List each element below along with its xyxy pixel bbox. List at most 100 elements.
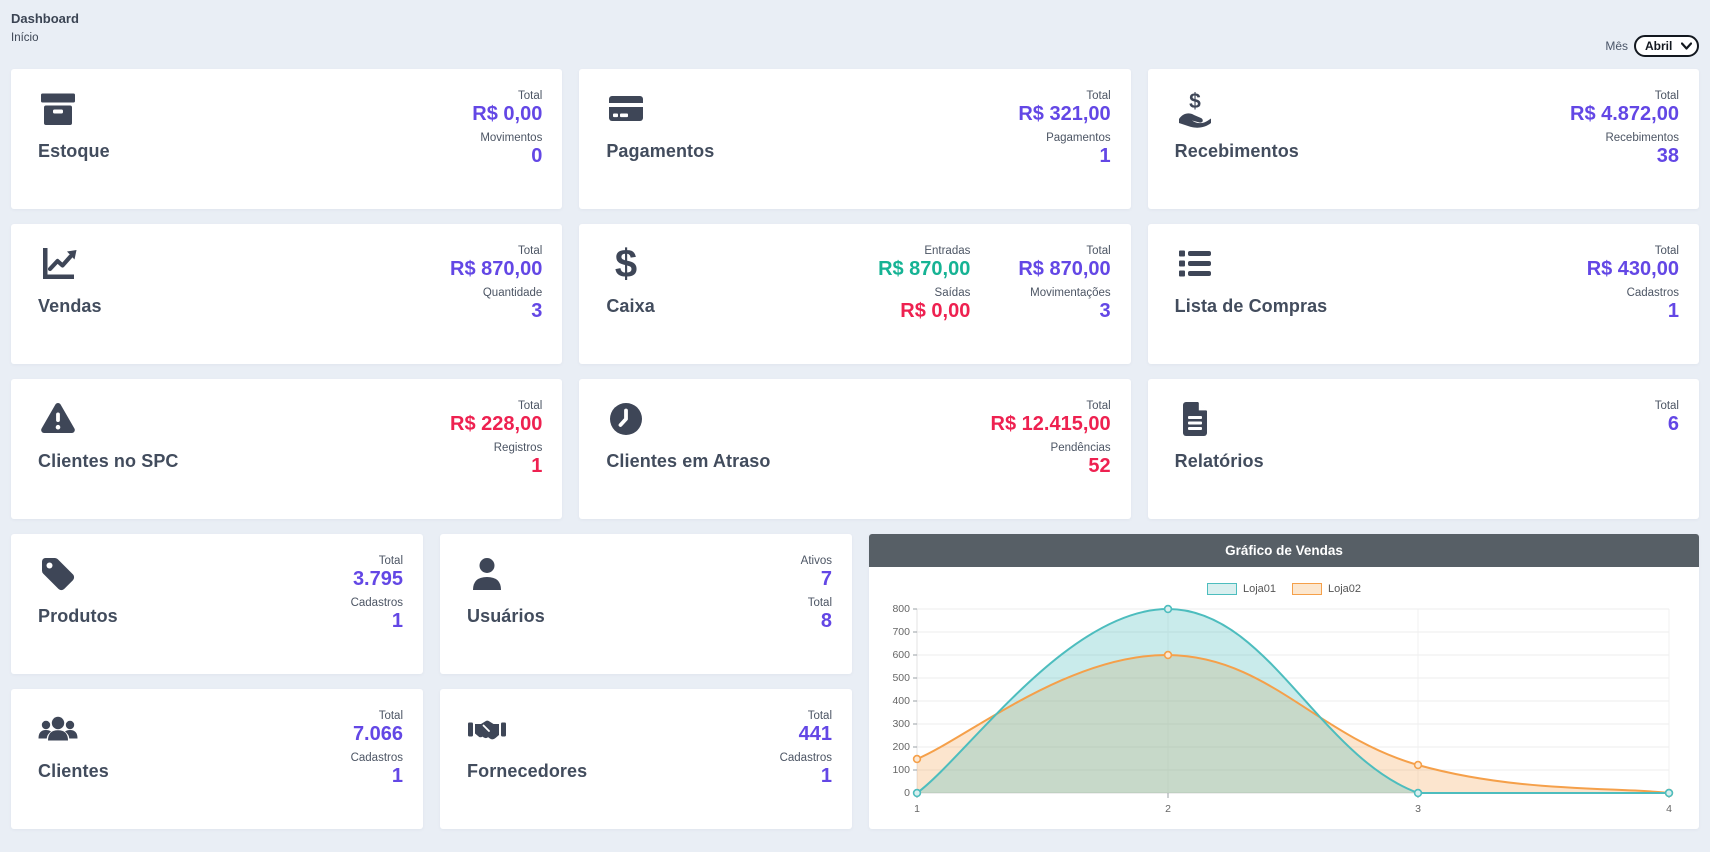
card-title: Lista de Compras [1174, 296, 1328, 316]
dollar-icon: $ [606, 244, 646, 284]
stat-label: Cadastros [1626, 287, 1679, 299]
card-stats: Total R$ 12.415,00 Pendências 52 [991, 399, 1111, 505]
card-clientes[interactable]: Clientes Total 7.066 Cadastros 1 [11, 689, 423, 829]
legend-item-loja02[interactable]: Loja02 [1292, 583, 1361, 595]
credit-card-icon [606, 89, 646, 129]
stat-label: Pendências [1050, 442, 1111, 454]
stat-value: 1 [531, 455, 543, 477]
legend-label: Loja02 [1328, 583, 1362, 595]
legend-label: Loja01 [1242, 583, 1276, 595]
stat-label: Total [378, 555, 403, 567]
stat-label: Entradas [924, 245, 971, 257]
bottom-grid: Produtos Total 3.795 Cadastros 1 Usuário… [11, 534, 1699, 829]
stat-value: R$ 321,00 [1018, 103, 1111, 125]
card-stats: Total 441 Cadastros 1 [780, 709, 832, 815]
card-stats: Total R$ 430,00 Cadastros 1 [1587, 244, 1679, 350]
stat-label: Movimentos [480, 132, 543, 144]
y-tick: 700 [892, 626, 910, 638]
card-title: Fornecedores [467, 761, 588, 781]
card-title: Relatórios [1174, 451, 1264, 471]
card-title: Vendas [38, 296, 102, 316]
card-pagamentos[interactable]: Pagamentos Total R$ 321,00 Pagamentos 1 [579, 69, 1131, 209]
stat-value: R$ 0,00 [900, 300, 971, 322]
loja02-line [916, 653, 1670, 794]
stat-value: R$ 430,00 [1586, 258, 1679, 280]
stat-value: R$ 870,00 [878, 258, 971, 280]
stat-label: Total [518, 400, 543, 412]
y-tick: 600 [892, 649, 910, 661]
card-lista-de-compras[interactable]: Lista de Compras Total R$ 430,00 Cadastr… [1147, 224, 1699, 364]
stat-value: 38 [1656, 145, 1679, 167]
line-area-chart: 800 700 600 500 400 300 200 100 0 1 2 [892, 603, 1674, 815]
stat-label: Saídas [934, 287, 971, 299]
stats-card-grid: Estoque Total R$ 0,00 Movimentos 0 Pagam… [11, 69, 1699, 519]
y-tick: 300 [892, 718, 910, 730]
stat-label: Total [1654, 90, 1679, 102]
dashboard-page: Dashboard Início Mês Abril Estoque [11, 9, 1699, 829]
y-tick: 0 [904, 787, 910, 799]
svg-text:$: $ [615, 244, 637, 284]
card-stats: Total 3.795 Cadastros 1 [351, 554, 403, 660]
card-clientes-no-spc[interactable]: Clientes no SPC Total R$ 228,00 Registro… [11, 379, 563, 519]
stat-value: 6 [1667, 413, 1679, 435]
month-select[interactable]: Abril [1634, 35, 1699, 57]
title-block: Dashboard Início [11, 9, 79, 44]
card-fornecedores[interactable]: Fornecedores Total 441 Cadastros 1 [440, 689, 852, 829]
file-icon [1175, 399, 1215, 439]
legend-item-loja01[interactable]: Loja01 [1206, 583, 1276, 595]
card-stats: Ativos 7 Total 8 [801, 554, 832, 660]
stat-value: 0 [531, 145, 543, 167]
card-caixa[interactable]: $ Caixa Entradas R$ 870,00 Saídas R$ 0,0… [579, 224, 1131, 364]
stat-value: 441 [798, 723, 832, 745]
card-stats: Total R$ 321,00 Pagamentos 1 [1018, 89, 1110, 195]
card-produtos[interactable]: Produtos Total 3.795 Cadastros 1 [11, 534, 423, 674]
stat-value: 1 [820, 765, 832, 787]
stat-value: 1 [391, 765, 403, 787]
stat-label: Total [1654, 400, 1679, 412]
stat-label: Total [1086, 245, 1111, 257]
x-tick: 1 [914, 803, 920, 815]
user-icon [467, 554, 507, 594]
stat-value: 52 [1088, 455, 1111, 477]
card-stats: Total R$ 0,00 Movimentos 0 [472, 89, 542, 195]
stat-label: Ativos [800, 555, 832, 567]
y-tick: 400 [892, 695, 910, 707]
card-title: Clientes [38, 761, 109, 781]
stat-value: 3 [531, 300, 543, 322]
y-tick: 100 [892, 764, 910, 776]
stat-value: 8 [820, 610, 832, 632]
hand-holding-dollar-icon: $ [1175, 89, 1215, 129]
stat-label: Cadastros [350, 752, 403, 764]
chart-line-icon [38, 244, 78, 284]
y-tick: 500 [892, 672, 910, 684]
card-stats: Total R$ 228,00 Registros 1 [450, 399, 542, 505]
stat-value: 1 [1099, 145, 1111, 167]
card-recebimentos[interactable]: $ Recebimentos Total R$ 4.872,00 Recebim… [1147, 69, 1699, 209]
card-title: Estoque [38, 141, 110, 161]
card-title: Clientes no SPC [38, 451, 179, 471]
stat-label: Total [1086, 90, 1111, 102]
legend-swatch-teal [1206, 583, 1237, 595]
card-vendas[interactable]: Vendas Total R$ 870,00 Quantidade 3 [11, 224, 563, 364]
stat-label: Registros [493, 442, 543, 454]
stat-label: Total [1086, 400, 1111, 412]
card-usuarios[interactable]: Usuários Ativos 7 Total 8 [440, 534, 852, 674]
card-estoque[interactable]: Estoque Total R$ 0,00 Movimentos 0 [11, 69, 563, 209]
month-filter: Mês Abril [1605, 35, 1699, 59]
stat-value: R$ 0,00 [472, 103, 543, 125]
page-header: Dashboard Início Mês Abril [11, 9, 1699, 59]
month-filter-label: Mês [1605, 39, 1628, 53]
stat-value: 1 [391, 610, 403, 632]
stat-label: Cadastros [350, 597, 403, 609]
loja01-line [916, 607, 1669, 794]
stat-label: Cadastros [779, 752, 832, 764]
clock-icon [606, 399, 646, 439]
stat-label: Recebimentos [1605, 132, 1679, 144]
chart-body: Loja01 Loja02 [869, 567, 1699, 829]
card-title: Clientes em Atraso [606, 451, 771, 471]
card-relatorios[interactable]: Relatórios Total 6 [1147, 379, 1699, 519]
card-clientes-em-atraso[interactable]: Clientes em Atraso Total R$ 12.415,00 Pe… [579, 379, 1131, 519]
page-title: Dashboard [11, 11, 79, 26]
y-tick: 800 [892, 603, 910, 615]
loja01-points [912, 604, 1674, 798]
